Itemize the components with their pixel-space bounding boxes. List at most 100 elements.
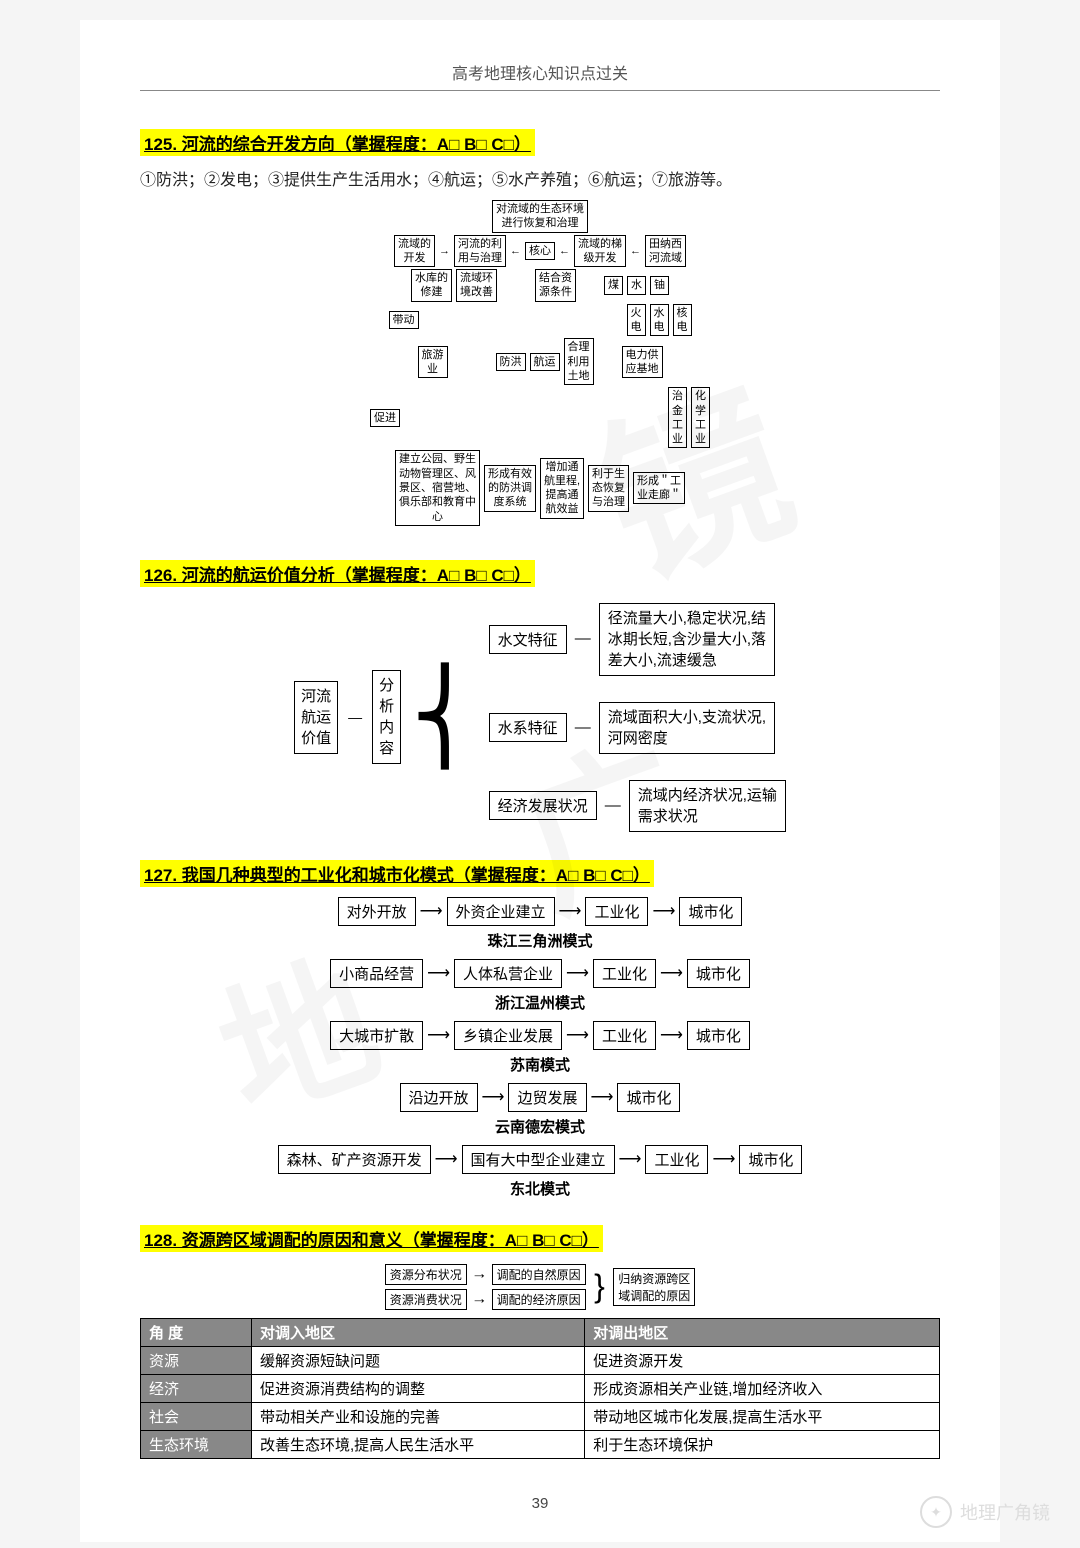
flow-step: 城市化: [687, 1021, 750, 1050]
flow-step: 城市化: [687, 959, 750, 988]
flow-label: 东北模式: [140, 1178, 940, 1199]
table-cell: 资源: [141, 1346, 252, 1374]
d126-branch-label: 水文特征: [489, 625, 567, 654]
table-row: 生态环境改善生态环境,提高人民生活水平利于生态环境保护: [141, 1430, 940, 1458]
d125-node: 火电: [627, 304, 646, 337]
table-128: 角 度对调入地区对调出地区 资源缓解资源短缺问题促进资源开发经济促进资源消费结构…: [140, 1318, 940, 1459]
table-row: 经济促进资源消费结构的调整形成资源相关产业链,增加经济收入: [141, 1374, 940, 1402]
table-row: 社会带动相关产业和设施的完善带动地区城市化发展,提高生活水平: [141, 1402, 940, 1430]
table-cell: 带动相关产业和设施的完善: [252, 1402, 585, 1430]
d125-node: 建立公园、野生动物管理区、风景区、宿营地、俱乐部和教育中心: [395, 450, 480, 525]
d125-node: 河流的利用与治理: [454, 235, 506, 268]
d125-node: 水电: [650, 304, 669, 337]
d128-node: 调配的自然原因: [492, 1264, 586, 1285]
d125-node: 旅游业: [418, 346, 448, 379]
arrow-icon: ⟶: [420, 901, 443, 921]
arrow-icon: ⟶: [566, 1025, 589, 1045]
flow-step: 大城市扩散: [330, 1021, 423, 1050]
flow-row: 森林、矿产资源开发⟶国有大中型企业建立⟶工业化⟶城市化: [140, 1145, 940, 1174]
page-number: 39: [140, 1495, 940, 1512]
flow-step: 城市化: [679, 897, 742, 926]
arrow-icon: ⟶: [660, 963, 683, 983]
table-cell: 缓解资源短缺问题: [252, 1346, 585, 1374]
d126-mid: 分析内容: [372, 670, 401, 764]
diagram-127: 对外开放⟶外资企业建立⟶工业化⟶城市化珠江三角洲模式小商品经营⟶人体私营企业⟶工…: [140, 897, 940, 1199]
arrow-icon: ⟶: [566, 963, 589, 983]
arrow-icon: ⟶: [435, 1149, 458, 1169]
d128-node: 归纳资源跨区域调配的原因: [613, 1268, 695, 1306]
arrow-icon: ⟶: [652, 901, 675, 921]
section-128-title: 128. 资源跨区域调配的原因和意义（掌握程度：A□ B□ C□）: [140, 1225, 603, 1252]
d125-node: 化学工业: [691, 387, 710, 448]
d125-node: 核电: [673, 304, 692, 337]
arrow-icon: ⟶: [591, 1087, 614, 1107]
flow-step: 工业化: [645, 1145, 708, 1174]
d125-node: 流域的梯级开发: [574, 235, 626, 268]
diagram-128-reason: 资源分布状况 → 调配的自然原因 资源消费状况 → 调配的经济原因 } 归纳资源…: [140, 1264, 940, 1310]
table-header: 对调出地区: [585, 1318, 940, 1346]
d125-node: 核心: [525, 242, 555, 260]
d126-root: 河流航运价值: [294, 681, 338, 754]
d125-node: 形成有效的防洪调度系统: [484, 465, 536, 512]
flow-step: 工业化: [593, 959, 656, 988]
flow-step: 城市化: [617, 1083, 680, 1112]
flow-step: 对外开放: [338, 897, 416, 926]
table-header: 对调入地区: [252, 1318, 585, 1346]
flow-label: 浙江温州模式: [140, 992, 940, 1013]
d126-branch-text: 流域面积大小,支流状况,河网密度: [599, 702, 775, 754]
table-cell: 利于生态环境保护: [585, 1430, 940, 1458]
page-header: 高考地理核心知识点过关: [140, 60, 940, 91]
d126-branch-text: 径流量大小,稳定状况,结冰期长短,含沙量大小,落差大小,流速缓急: [599, 603, 775, 676]
d125-node: 水: [627, 276, 646, 294]
flow-row: 对外开放⟶外资企业建立⟶工业化⟶城市化: [140, 897, 940, 926]
d125-node: 水库的修建: [411, 269, 452, 302]
flow-step: 国有大中型企业建立: [462, 1145, 615, 1174]
d125-node: 防洪: [496, 353, 526, 371]
d125-top: 对流域的生态环境进行恢复和治理: [492, 200, 588, 233]
bracket-icon: ⎨: [411, 690, 479, 744]
d125-node: 形成＂工业走廊＂: [633, 472, 685, 505]
table-cell: 促进资源消费结构的调整: [252, 1374, 585, 1402]
document-page: 镜 广 地 高考地理核心知识点过关 125. 河流的综合开发方向（掌握程度：A□…: [80, 20, 1000, 1542]
flow-label: 云南德宏模式: [140, 1116, 940, 1137]
flow-row: 大城市扩散⟶乡镇企业发展⟶工业化⟶城市化: [140, 1021, 940, 1050]
d125-node: 带动: [389, 311, 419, 329]
footer-brand-text: 地理广角镜: [960, 1499, 1050, 1525]
flow-step: 边贸发展: [508, 1083, 586, 1112]
arrow-icon: ⟶: [427, 963, 450, 983]
d125-node: 流域的开发: [394, 235, 435, 268]
d125-node: 铀: [650, 276, 669, 294]
d126-branch-label: 水系特征: [489, 713, 567, 742]
d128-node: 资源消费状况: [385, 1289, 467, 1310]
table-cell: 形成资源相关产业链,增加经济收入: [585, 1374, 940, 1402]
table-row: 资源缓解资源短缺问题促进资源开发: [141, 1346, 940, 1374]
table-cell: 生态环境: [141, 1430, 252, 1458]
flow-step: 小商品经营: [330, 959, 423, 988]
d126-branch-label: 经济发展状况: [489, 791, 597, 820]
d128-node: 资源分布状况: [385, 1264, 467, 1285]
diagram-125: 对流域的生态环境进行恢复和治理 流域的开发→ 河流的利用与治理← 核心← 流域的…: [140, 200, 940, 526]
flow-row: 沿边开放⟶边贸发展⟶城市化: [140, 1083, 940, 1112]
flow-row: 小商品经营⟶人体私营企业⟶工业化⟶城市化: [140, 959, 940, 988]
arrow-icon: ⟶: [619, 1149, 642, 1169]
table-header: 角 度: [141, 1318, 252, 1346]
d125-node: 流域环境改善: [456, 269, 497, 302]
d126-branch-text: 流域内经济状况,运输需求状况: [629, 780, 786, 832]
d125-node: 治金工业: [668, 387, 687, 448]
section-125-text: ①防洪；②发电；③提供生产生活用水；④航运；⑤水产养殖；⑥航运；⑦旅游等。: [140, 166, 940, 190]
d125-node: 田纳西河流域: [645, 235, 686, 268]
flow-step: 工业化: [585, 897, 648, 926]
table-cell: 社会: [141, 1402, 252, 1430]
arrow-icon: ⟶: [712, 1149, 735, 1169]
arrow-icon: ⟶: [660, 1025, 683, 1045]
section-125-title: 125. 河流的综合开发方向（掌握程度：A□ B□ C□）: [140, 129, 535, 156]
flow-step: 城市化: [739, 1145, 802, 1174]
flow-label: 珠江三角洲模式: [140, 930, 940, 951]
arrow-icon: ⟶: [559, 901, 582, 921]
table-cell: 改善生态环境,提高人民生活水平: [252, 1430, 585, 1458]
footer-brand: ✦ 地理广角镜: [920, 1496, 1050, 1528]
flow-step: 人体私营企业: [454, 959, 562, 988]
table-cell: 促进资源开发: [585, 1346, 940, 1374]
table-cell: 经济: [141, 1374, 252, 1402]
d128-node: 调配的经济原因: [492, 1289, 586, 1310]
